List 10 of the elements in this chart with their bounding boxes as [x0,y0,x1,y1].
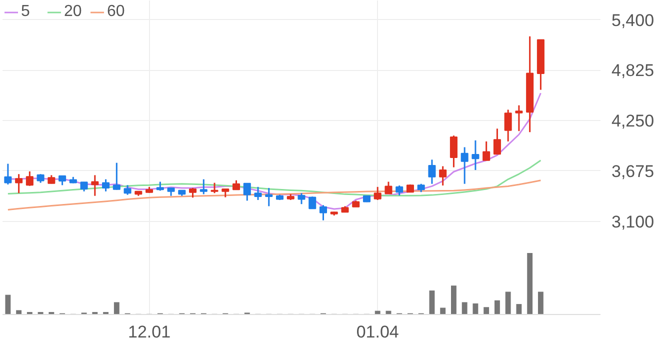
x-tick-label: 12.01 [128,322,171,342]
y-tick-label: 4,825 [612,61,654,80]
y-tick-label: 3,675 [612,162,654,181]
y-tick-label: 5,400 [612,10,654,30]
legend-label: 60 [107,3,126,21]
y-tick-label: 4,250 [612,112,654,131]
legend-label: 5 [21,3,31,21]
x-tick-label: 01.04 [356,322,399,342]
legend-label: 20 [64,3,83,21]
y-tick-label: 3,100 [612,212,654,232]
